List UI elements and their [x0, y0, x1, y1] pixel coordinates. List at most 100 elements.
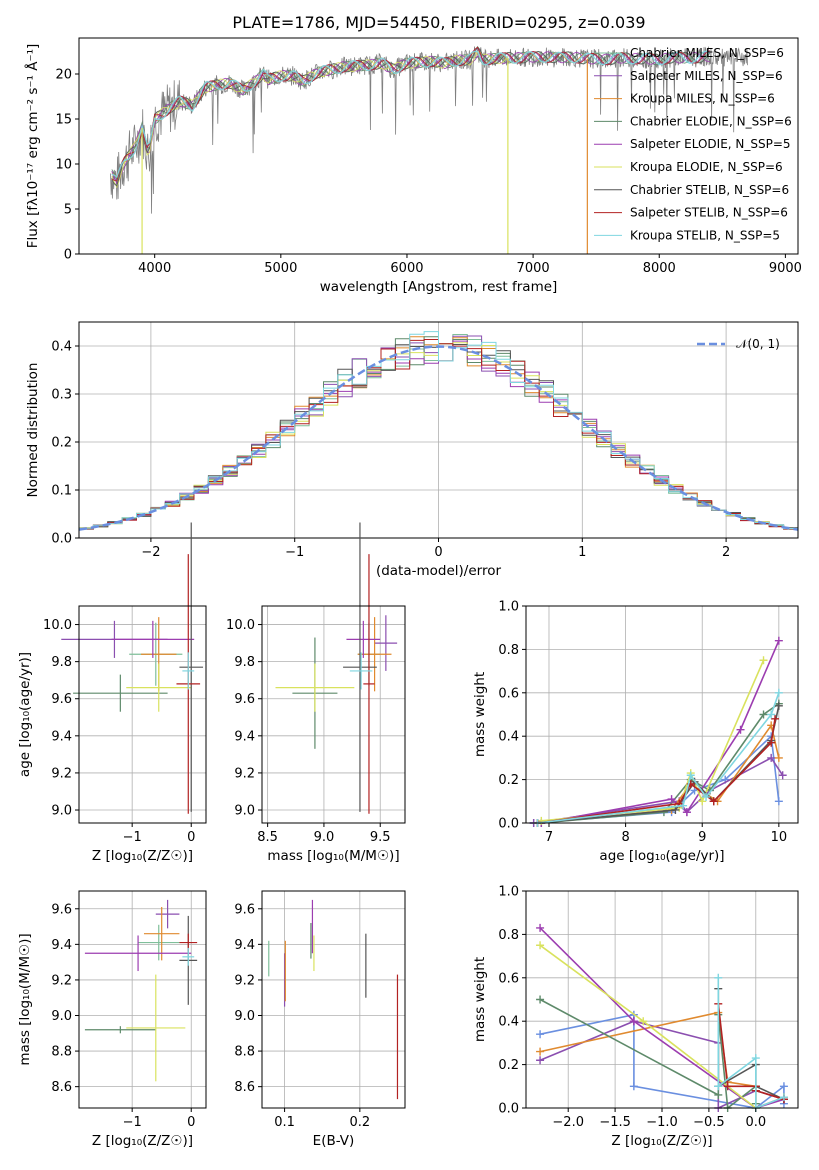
x-tick-label: 9.0 — [314, 830, 335, 845]
series-marker — [698, 797, 707, 806]
axes-frame — [525, 890, 799, 1109]
residuals-panel: −2 −1 0 1 2 0.0 0.1 0.2 0.3 0.4 (data-model)/error… — [25, 321, 799, 579]
y-tick-label: 0.2 — [51, 436, 72, 451]
axes-frame — [261, 605, 406, 824]
y-tick-label: 0.2 — [498, 773, 519, 788]
x-axis-label: E(B-V) — [313, 1133, 355, 1149]
series-marker — [774, 636, 783, 645]
y-tick-label: 9.8 — [234, 655, 255, 670]
series-marker — [536, 941, 545, 950]
y-tick-label: 9.6 — [234, 902, 255, 917]
y-tick-label: 0.4 — [498, 1015, 519, 1030]
mass-vs-ebv-plot-area — [268, 899, 399, 1100]
x-tick-label: −1.0 — [646, 1115, 678, 1130]
legend-entry: Chabrier STELIB, N_SSP=6 — [630, 183, 789, 197]
series-marker — [759, 710, 768, 719]
y-tick-label: 0.1 — [51, 484, 72, 499]
x-tick-label: 0 — [187, 830, 195, 845]
series-marker — [767, 710, 776, 719]
residuals-plot-area — [79, 331, 798, 531]
x-tick-label: −1 — [285, 545, 304, 560]
y-tick-label: 9.8 — [51, 655, 72, 670]
y-tick-label: 10 — [55, 158, 72, 173]
y-axis-label: mass weight — [472, 957, 488, 1042]
y-tick-label: 8.6 — [51, 1080, 72, 1095]
model-spectrum-line — [111, 51, 710, 185]
axes-frame — [78, 605, 207, 824]
legend-entry: Kroupa MILES, N_SSP=6 — [630, 92, 775, 106]
x-axis-label: age [log₁₀(age/yr)] — [599, 848, 724, 864]
x-tick-label: 0 — [434, 545, 442, 560]
legend-entry: Salpeter ELODIE, N_SSP=5 — [630, 137, 791, 151]
x-tick-label: 9 — [698, 830, 706, 845]
y-axis-label: Normed distribution — [25, 363, 41, 498]
y-tick-label: 8.8 — [51, 1045, 72, 1060]
y-tick-label: 15 — [55, 113, 72, 128]
spectrum-plot-area — [110, 45, 748, 254]
x-tick-label: 5000 — [264, 261, 297, 276]
y-tick-label: 1.0 — [498, 600, 519, 615]
series-marker — [759, 656, 768, 665]
series-marker — [714, 1090, 723, 1099]
x-tick-label: 7 — [545, 830, 553, 845]
series-line — [541, 702, 780, 824]
x-tick-label: 7000 — [517, 261, 550, 276]
y-tick-label: 20 — [55, 68, 72, 83]
axes-frame — [78, 321, 799, 539]
x-tick-label: 10 — [771, 830, 788, 845]
series-marker — [536, 1047, 545, 1056]
x-tick-label: 9.5 — [370, 830, 391, 845]
y-tick-label: 9.4 — [51, 938, 72, 953]
axes-frame — [525, 605, 799, 824]
y-tick-label: 9.0 — [234, 1009, 255, 1024]
y-tick-label: 9.4 — [234, 938, 255, 953]
x-axis-label: mass [log₁₀(M/M☉)] — [267, 848, 399, 864]
weight-vs-age-plot-area — [529, 636, 787, 827]
x-axis-label: wavelength [Angstrom, rest frame] — [320, 279, 558, 295]
model-spectrum-line — [111, 46, 710, 182]
series-marker — [714, 1082, 723, 1091]
model-spectrum-line — [111, 51, 710, 180]
x-tick-label: −2 — [141, 545, 160, 560]
x-tick-label: 2 — [722, 545, 730, 560]
y-tick-label: 0 — [64, 248, 72, 263]
series-marker — [679, 801, 688, 810]
y-tick-label: 9.6 — [51, 902, 72, 917]
age-vs-mass-plot-area — [275, 522, 398, 814]
series-line — [541, 640, 780, 824]
y-tick-label: 0.8 — [498, 643, 519, 658]
x-axis-label: Z [log₁₀(Z/Z☉)] — [92, 1133, 193, 1149]
spectrum-panel: 4000 5000 6000 7000 8000 9000 0 5 10 15 20 waveleng… — [24, 37, 802, 295]
y-tick-label: 0.3 — [51, 388, 72, 403]
series-marker — [667, 795, 676, 804]
x-tick-label: 0.2 — [349, 1115, 370, 1130]
y-tick-label: 5 — [64, 203, 72, 218]
x-tick-label: 9000 — [769, 261, 802, 276]
y-tick-label: 0.0 — [498, 1102, 519, 1117]
series-marker — [736, 725, 745, 734]
series-marker — [536, 995, 545, 1004]
series-marker — [779, 1093, 788, 1102]
y-tick-label: 9.0 — [51, 804, 72, 819]
spectrum-legend: Chabrier MILES, N_SSP=6 Salpeter MILES, N… — [594, 46, 792, 242]
x-tick-label: −2.0 — [552, 1115, 584, 1130]
age-vs-z-plot-area — [61, 522, 204, 814]
x-tick-label: 8.5 — [257, 830, 278, 845]
series-marker — [774, 753, 783, 762]
y-tick-label: 0.4 — [51, 340, 72, 355]
series-marker — [774, 688, 783, 697]
y-tick-label: 9.4 — [51, 729, 72, 744]
y-axis-label: age [log₁₀(age/yr)] — [17, 652, 33, 777]
series-marker — [682, 808, 691, 817]
series-line — [537, 692, 780, 824]
model-spectrum-line — [111, 50, 711, 179]
series-marker — [779, 1082, 788, 1091]
x-tick-label: 6000 — [390, 261, 423, 276]
x-tick-label: 1 — [578, 545, 586, 560]
axes-frame — [261, 890, 406, 1109]
y-tick-label: 0.0 — [51, 532, 72, 547]
y-tick-label: 9.6 — [51, 692, 72, 707]
series-marker — [702, 792, 711, 801]
